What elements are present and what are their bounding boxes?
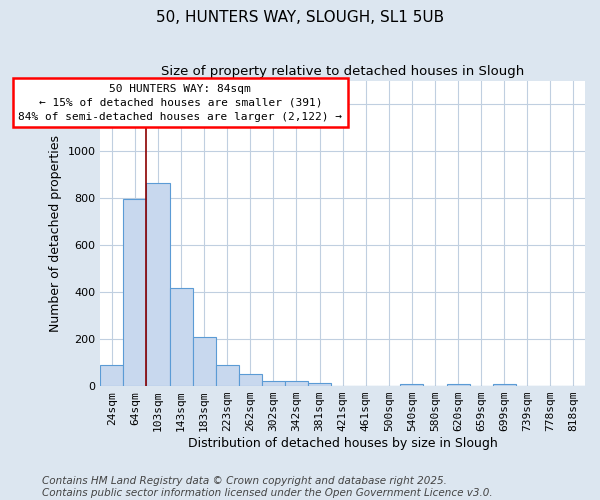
Bar bbox=[124, 199, 146, 386]
Bar bbox=[446, 384, 470, 386]
Bar bbox=[146, 183, 170, 386]
Y-axis label: Number of detached properties: Number of detached properties bbox=[49, 135, 62, 332]
Bar bbox=[215, 366, 239, 386]
Bar bbox=[308, 383, 331, 386]
X-axis label: Distribution of detached houses by size in Slough: Distribution of detached houses by size … bbox=[188, 437, 497, 450]
Text: 50 HUNTERS WAY: 84sqm
← 15% of detached houses are smaller (391)
84% of semi-det: 50 HUNTERS WAY: 84sqm ← 15% of detached … bbox=[18, 84, 342, 122]
Bar bbox=[239, 374, 262, 386]
Bar bbox=[100, 365, 124, 386]
Bar bbox=[400, 384, 424, 386]
Bar bbox=[170, 288, 193, 386]
Bar bbox=[193, 336, 215, 386]
Title: Size of property relative to detached houses in Slough: Size of property relative to detached ho… bbox=[161, 65, 524, 78]
Bar bbox=[262, 381, 285, 386]
Text: 50, HUNTERS WAY, SLOUGH, SL1 5UB: 50, HUNTERS WAY, SLOUGH, SL1 5UB bbox=[156, 10, 444, 25]
Text: Contains HM Land Registry data © Crown copyright and database right 2025.
Contai: Contains HM Land Registry data © Crown c… bbox=[42, 476, 493, 498]
Bar bbox=[493, 384, 516, 386]
Bar bbox=[285, 381, 308, 386]
